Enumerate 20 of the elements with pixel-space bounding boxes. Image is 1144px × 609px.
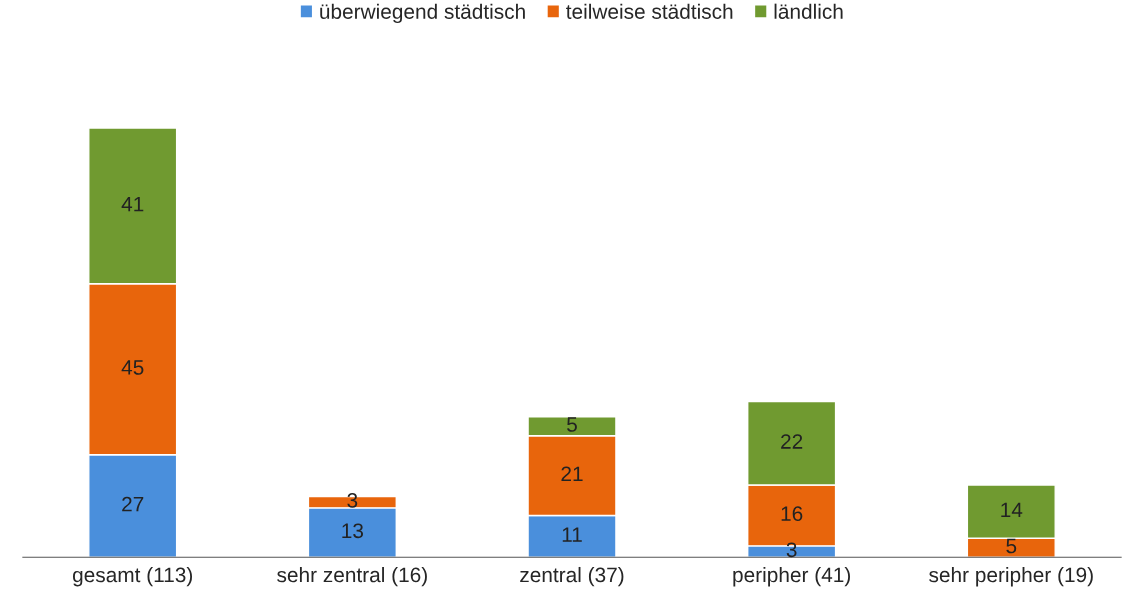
data-label: 27	[122, 496, 144, 512]
data-label: 13	[342, 523, 364, 539]
x-tick-label: sehr peripher (19)	[929, 566, 1093, 587]
x-tick-label: zentral (37)	[520, 566, 624, 587]
data-label: 5	[567, 417, 577, 432]
data-label: 22	[781, 434, 803, 449]
data-label: 45	[121, 360, 144, 375]
data-label: 5	[1006, 538, 1017, 554]
data-label: 16	[781, 506, 803, 522]
data-label: 3	[347, 493, 358, 508]
x-tick-label: gesamt (113)	[72, 566, 193, 587]
x-tick-label: peripher (41)	[733, 566, 850, 587]
legend-label: teilweise städtisch	[566, 3, 733, 19]
legend-label: ländlich	[774, 3, 843, 19]
x-tick-label: sehr zentral (16)	[277, 566, 427, 587]
data-label: 21	[561, 466, 583, 481]
data-label: 11	[562, 527, 582, 542]
data-label: 41	[121, 196, 144, 212]
legend-label: überwiegend städtisch	[320, 3, 525, 24]
data-label: 14	[1001, 502, 1023, 518]
